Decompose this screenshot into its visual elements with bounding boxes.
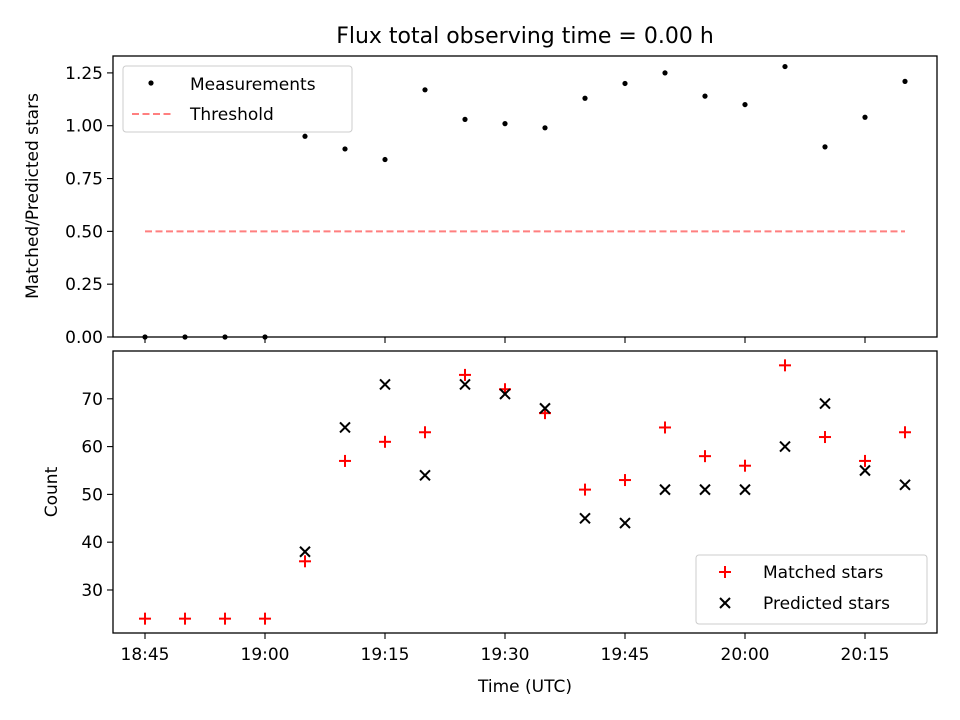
measurement-point-18 bbox=[862, 114, 868, 120]
matched-star-marker-16 bbox=[779, 359, 791, 372]
top-legend: Measurements Threshold bbox=[122, 65, 353, 133]
matched-star-marker-4 bbox=[299, 555, 311, 568]
bottom-y-tick-label-3: 60 bbox=[81, 438, 103, 458]
measurement-point-8 bbox=[462, 116, 468, 122]
legend-matched-label: Matched stars bbox=[763, 563, 883, 583]
legend-threshold-label: Threshold bbox=[189, 105, 274, 125]
predicted-star-marker-5 bbox=[499, 388, 511, 400]
bottom-panel: Count Time (UTC) 30 40 50 60 70 18:45 19:00 19… bbox=[42, 350, 938, 697]
x-tick-label-19-30: 19:30 bbox=[481, 645, 530, 665]
bottom-y-tick-label-1: 40 bbox=[81, 533, 103, 553]
measurement-point-5 bbox=[342, 146, 348, 152]
top-y-tick-label-2: 0.50 bbox=[65, 222, 103, 242]
x-axis-label: Time (UTC) bbox=[477, 677, 572, 697]
bottom-legend-box bbox=[695, 554, 928, 625]
matched-star-marker-3 bbox=[259, 612, 271, 625]
bottom-y-tick-label-2: 50 bbox=[81, 485, 103, 505]
bottom-legend: Matched stars Predicted stars bbox=[695, 554, 928, 625]
bottom-y-tick-label-0: 30 bbox=[81, 581, 103, 601]
predicted-star-marker-15 bbox=[899, 479, 911, 491]
matched-star-marker-14 bbox=[699, 450, 711, 463]
measurement-point-12 bbox=[622, 80, 628, 87]
measurement-point-15 bbox=[742, 101, 748, 108]
predicted-star-marker-9 bbox=[659, 483, 671, 496]
matched-star-marker-1 bbox=[179, 612, 191, 625]
matched-star-marker-5 bbox=[339, 454, 351, 467]
matched-star-marker-0 bbox=[139, 612, 151, 625]
matched-star-marker-15 bbox=[739, 459, 751, 472]
top-y-tick-label-0: 0.00 bbox=[65, 328, 103, 348]
measurement-point-16 bbox=[782, 63, 788, 70]
top-legend-box bbox=[122, 65, 353, 133]
legend-matched-marker bbox=[719, 566, 731, 578]
predicted-star-marker-12 bbox=[779, 440, 791, 453]
top-y-ticks: 0.00 0.25 0.50 0.75 1.00 1.25 bbox=[65, 64, 113, 348]
predicted-star-marker-14 bbox=[859, 464, 871, 477]
measurement-point-19 bbox=[902, 78, 908, 84]
top-y-tick-label-4: 1.00 bbox=[65, 117, 103, 137]
x-tick-label-20-15: 20:15 bbox=[841, 645, 890, 665]
legend-predicted-marker bbox=[719, 597, 731, 609]
chart-title: Flux total observing time = 0.00 h bbox=[336, 24, 714, 49]
bottom-axes-frame bbox=[112, 350, 938, 634]
x-tick-label-20-00: 20:00 bbox=[721, 645, 770, 665]
measurement-point-10 bbox=[542, 125, 548, 131]
matched-star-marker-13 bbox=[659, 421, 671, 434]
x-tick-label-19-15: 19:15 bbox=[361, 645, 410, 665]
measurement-point-9 bbox=[502, 121, 508, 127]
top-panel: Flux total observing time = 0.00 h Match… bbox=[23, 24, 938, 348]
measurement-point-13 bbox=[662, 70, 668, 76]
matched-star-marker-6 bbox=[379, 435, 391, 448]
matched-star-marker-8 bbox=[459, 368, 471, 381]
predicted-star-marker-3 bbox=[419, 469, 431, 481]
predicted-star-marker-1 bbox=[339, 421, 351, 434]
x-tick-label-19-45: 19:45 bbox=[601, 645, 650, 665]
matched-star-marker-18 bbox=[859, 454, 871, 467]
matched-star-marker-7 bbox=[419, 426, 431, 439]
predicted-star-marker-7 bbox=[579, 512, 591, 524]
matched-star-marker-12 bbox=[619, 474, 631, 487]
measurement-point-7 bbox=[422, 87, 428, 93]
matched-star-marker-11 bbox=[579, 483, 591, 496]
top-y-tick-label-5: 1.25 bbox=[65, 64, 103, 84]
bottom-y-axis-label: Count bbox=[42, 466, 62, 517]
predicted-star-marker-0 bbox=[299, 546, 311, 558]
measurement-point-6 bbox=[382, 156, 388, 163]
predicted-star-marker-4 bbox=[459, 378, 471, 391]
matched-star-marker-2 bbox=[219, 612, 231, 625]
measurement-point-14 bbox=[702, 93, 708, 99]
measurement-point-11 bbox=[582, 95, 588, 101]
legend-measurements-marker bbox=[148, 80, 154, 86]
bottom-x-ticks: 18:45 19:00 19:15 19:30 19:45 20:00 20:15 bbox=[121, 633, 890, 665]
predicted-star-marker-8 bbox=[619, 517, 631, 529]
top-y-tick-label-1: 0.25 bbox=[65, 275, 103, 295]
predicted-star-marker-10 bbox=[699, 483, 711, 496]
top-y-tick-label-3: 0.75 bbox=[65, 170, 103, 190]
top-y-axis-label: Matched/Predicted stars bbox=[23, 93, 43, 299]
top-plot-area bbox=[142, 63, 908, 340]
predicted-star-marker-2 bbox=[379, 378, 391, 391]
matched-star-marker-17 bbox=[819, 431, 831, 444]
predicted-star-marker-11 bbox=[739, 483, 751, 496]
legend-measurements-label: Measurements bbox=[190, 75, 316, 95]
measurement-point-4 bbox=[302, 133, 308, 139]
legend-predicted-label: Predicted stars bbox=[763, 594, 890, 614]
predicted-star-marker-13 bbox=[819, 397, 831, 410]
predicted-star-marker-6 bbox=[539, 402, 551, 415]
bottom-y-tick-label-4: 70 bbox=[81, 390, 103, 410]
x-tick-label-19-00: 19:00 bbox=[241, 645, 290, 665]
bottom-y-ticks: 30 40 50 60 70 bbox=[81, 390, 113, 601]
measurement-point-17 bbox=[822, 144, 828, 150]
matched-star-marker-19 bbox=[899, 426, 911, 439]
x-tick-label-18-45: 18:45 bbox=[121, 645, 170, 665]
bottom-plot-area bbox=[139, 359, 911, 625]
top-axes-frame bbox=[112, 55, 938, 338]
